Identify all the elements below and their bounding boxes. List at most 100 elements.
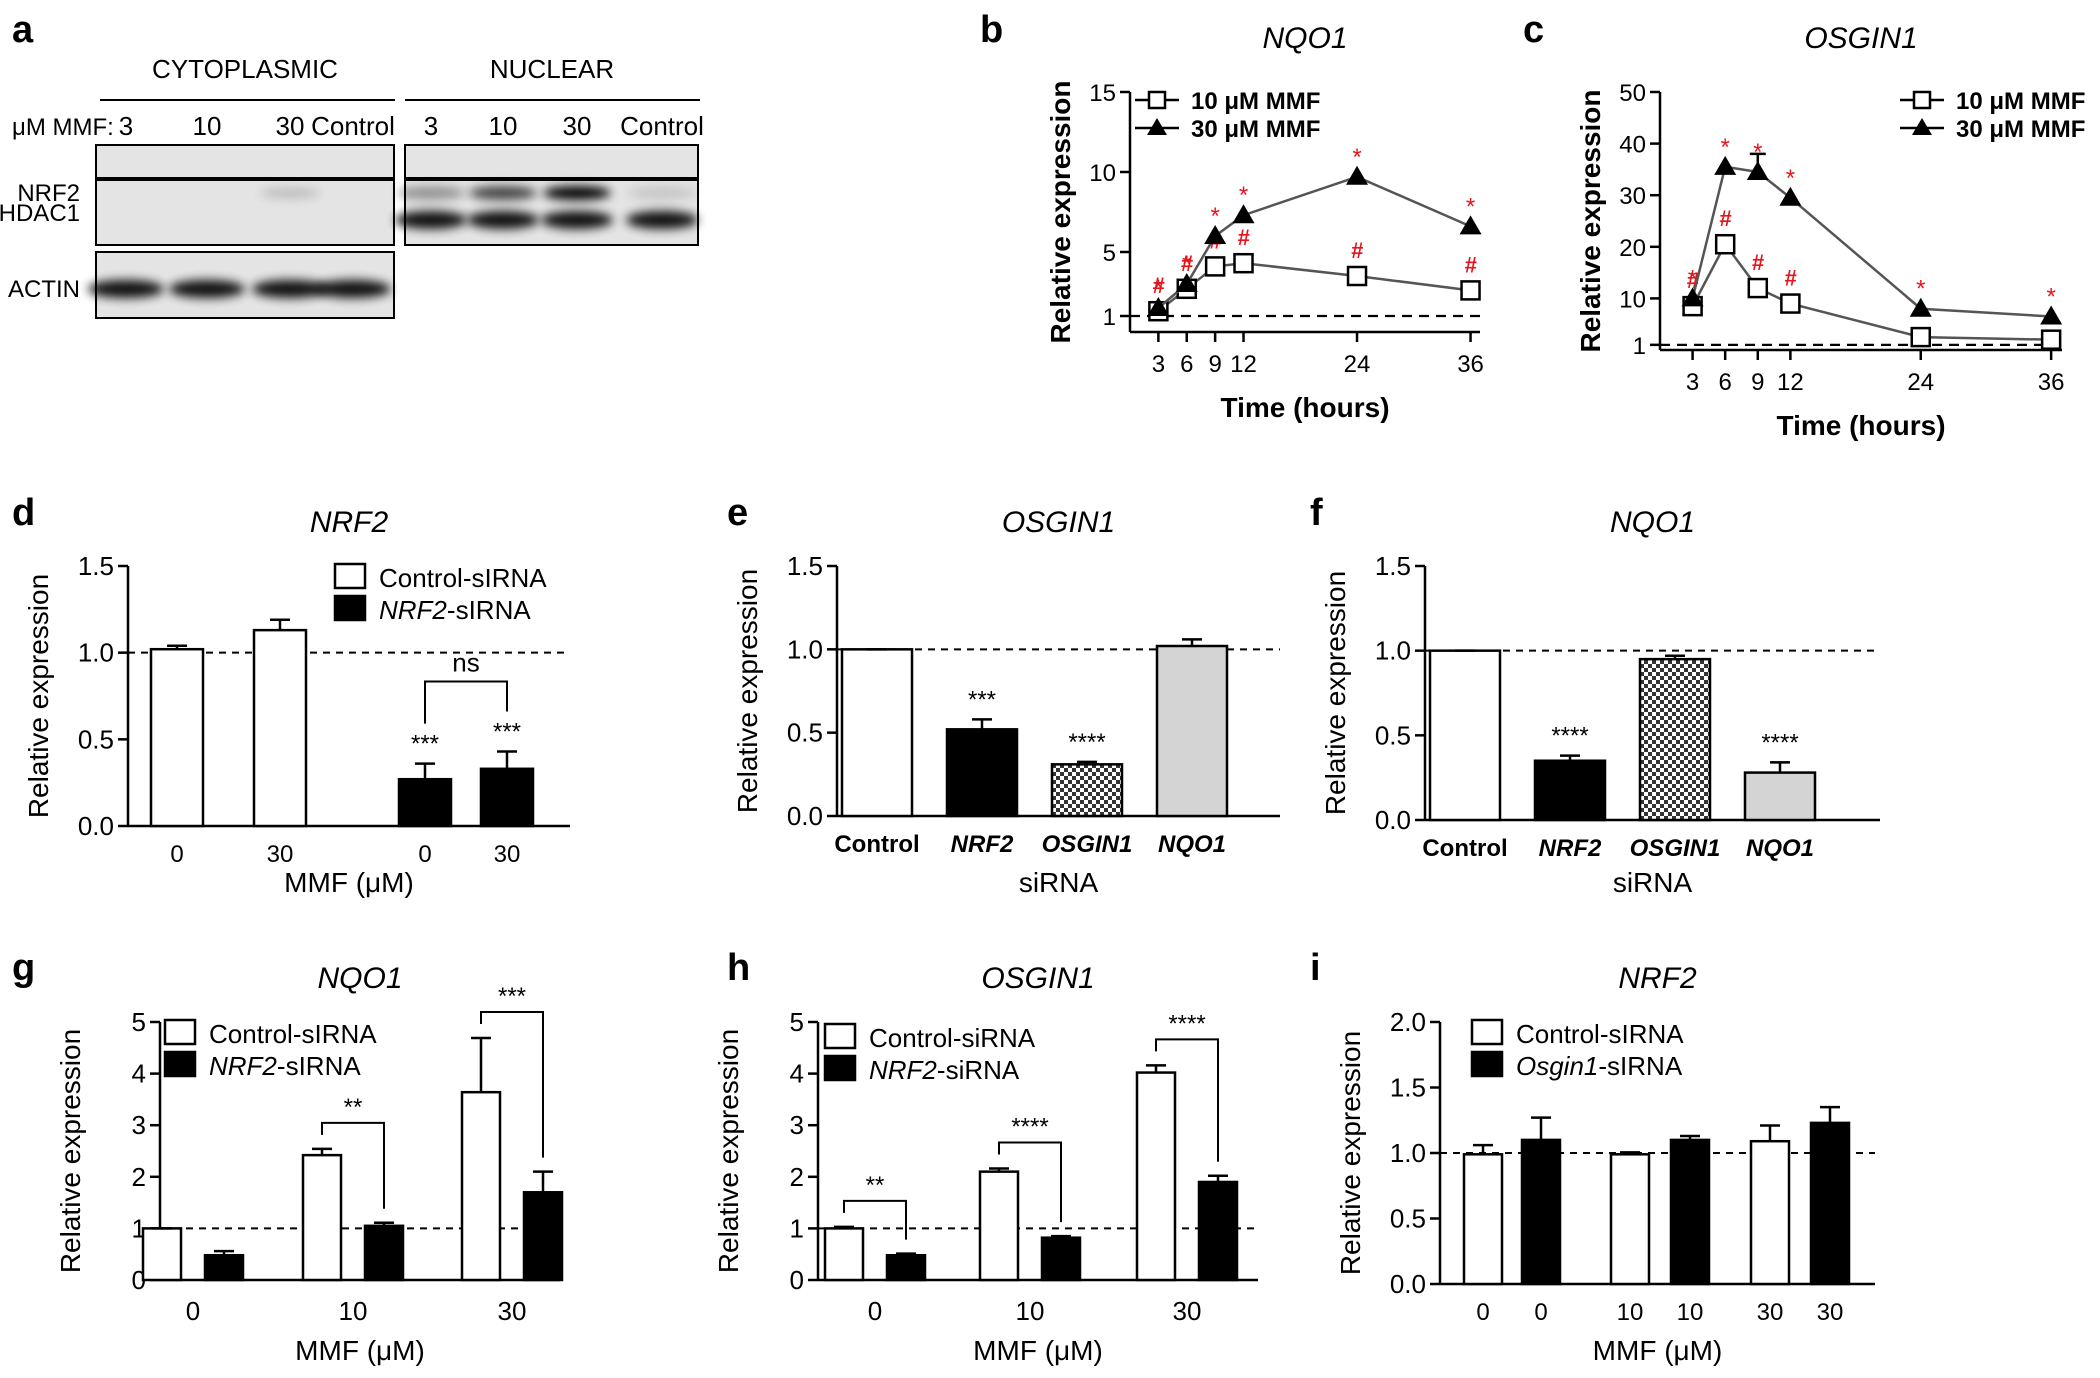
data-point-square xyxy=(1780,293,1801,314)
y-tick-label: 1.5 xyxy=(1375,551,1411,581)
legend-rest-part: -sIRNA xyxy=(1598,1051,1682,1081)
bar-0 xyxy=(1428,649,1502,822)
significance-bracket xyxy=(998,1141,1062,1223)
significance-label: **** xyxy=(1761,729,1798,756)
bar-1 xyxy=(252,628,308,828)
legend-swatch-0 xyxy=(163,1018,197,1046)
bar-2 xyxy=(1609,1153,1651,1286)
panel-label-d: d xyxy=(12,492,35,534)
data-point-triangle xyxy=(1681,287,1704,307)
chart-title: NRF2 xyxy=(1618,962,1697,995)
y-tick-label: 1.0 xyxy=(78,638,114,668)
y-tick-label: 30 xyxy=(1619,183,1646,210)
lane-label-nuc-2: 30 xyxy=(563,111,592,141)
bar-1-1 xyxy=(363,1224,405,1282)
legend-swatch-1 xyxy=(163,1050,197,1078)
x-axis-label: MMF (μM) xyxy=(973,1335,1103,1366)
significance-asterisk: * xyxy=(1786,165,1795,192)
significance-bracket xyxy=(424,680,508,724)
bar-1-0 xyxy=(885,1253,927,1282)
x-tick-label: 0 xyxy=(868,1296,882,1326)
x-tick-label: NQO1 xyxy=(1746,835,1814,862)
lane-label-cyto-1: 10 xyxy=(193,111,222,141)
band-nrf2-nuc-3 xyxy=(628,186,696,200)
panel-label-i: i xyxy=(1310,947,1321,989)
y-tick-label: 1 xyxy=(1103,304,1116,331)
significance-label: *** xyxy=(968,686,996,713)
y-axis-label: Relative expression xyxy=(1320,571,1351,815)
significance-asterisk: * xyxy=(1688,265,1697,292)
x-tick-label: 6 xyxy=(1180,351,1193,378)
legend-label: 10 μM MMF xyxy=(1956,88,2085,115)
x-tick-label: 30 xyxy=(1817,1299,1844,1326)
blot-box-cyto-nrf2 xyxy=(95,144,395,179)
x-tick-label: OSGIN1 xyxy=(1042,831,1133,858)
x-axis-label: Time (hours) xyxy=(1220,392,1389,423)
significance-label: *** xyxy=(493,718,521,745)
y-tick-label: 0.5 xyxy=(1375,720,1411,750)
significance-label: *** xyxy=(411,731,439,758)
data-point-square xyxy=(1233,252,1254,274)
legend-rest-part: -siRNA xyxy=(937,1055,1020,1085)
y-tick-label: 5 xyxy=(132,1007,146,1037)
y-tick-label: 1.0 xyxy=(1390,1138,1426,1168)
x-tick-label: 24 xyxy=(1344,351,1371,378)
x-tick-label: 30 xyxy=(498,1296,527,1326)
data-point-triangle xyxy=(1147,297,1170,316)
legend-italic-part: NRF2 xyxy=(209,1051,277,1081)
y-tick-label: 2.0 xyxy=(1390,1007,1426,1037)
series-line-1 xyxy=(1691,165,2052,318)
lane-label-cyto-2: 30 xyxy=(276,111,305,141)
blot-box-cyto-hdac1 xyxy=(95,179,395,246)
x-axis-label: MMF (μM) xyxy=(1593,1335,1723,1366)
nuclear-title: NUCLEAR xyxy=(490,54,614,84)
legend-label-0: Control-sIRNA xyxy=(379,563,547,593)
y-tick-label: 1.0 xyxy=(787,634,823,664)
y-tick-label: 1 xyxy=(790,1213,804,1243)
significance-label: **** xyxy=(1068,729,1105,756)
bar-2 xyxy=(397,777,453,828)
significance-asterisk: * xyxy=(1239,182,1248,209)
y-axis-label: Relative expression xyxy=(55,1029,86,1273)
chart-title: NQO1 xyxy=(1610,506,1695,539)
significance-label: **** xyxy=(1551,723,1588,750)
data-point-square xyxy=(1714,233,1736,255)
legend-swatch-0 xyxy=(333,562,367,590)
x-tick-label: Control xyxy=(834,831,919,858)
bar-3 xyxy=(1155,644,1229,818)
y-tick-label: 0.5 xyxy=(787,718,823,748)
lane-label-nuc-3: Control xyxy=(620,111,704,141)
bar-chart-e: e OSGIN1 0.0 0.5 1.0 1.5 siRNA Relative express… xyxy=(727,492,1280,898)
significance-bracket xyxy=(321,1121,385,1209)
significance-asterisk: * xyxy=(2046,283,2055,310)
x-tick-label: 0 xyxy=(1534,1299,1547,1326)
data-point-square xyxy=(1910,326,1932,348)
protein-label-nrf2: NRF2 xyxy=(17,180,80,207)
panel-label-g: g xyxy=(12,947,35,989)
x-tick-label: 24 xyxy=(1907,369,1934,396)
y-axis-label: Relative expression xyxy=(1335,1031,1366,1275)
x-tick-label: 10 xyxy=(1677,1299,1704,1326)
x-tick-label: 30 xyxy=(267,841,294,868)
chart-title: NQO1 xyxy=(317,962,402,995)
legend-marker-triangle xyxy=(1147,118,1167,135)
bar-0-1 xyxy=(301,1153,343,1282)
bar-1-2 xyxy=(1197,1180,1239,1282)
y-axis-label: Relative expression xyxy=(1575,89,1606,352)
legend-swatch-1 xyxy=(333,594,367,622)
y-tick-label: 1.0 xyxy=(1375,636,1411,666)
significance-hash: # xyxy=(1351,238,1364,263)
protein-label-hdac1: HDAC1 xyxy=(0,200,80,227)
significance-label: *** xyxy=(498,983,526,1010)
y-tick-label: 0.0 xyxy=(1375,805,1411,835)
legend-italic-part: Osgin1 xyxy=(1516,1051,1598,1081)
bar-1-1 xyxy=(1040,1236,1082,1282)
y-tick-label: 0.0 xyxy=(78,811,114,841)
x-axis-label: Time (hours) xyxy=(1776,410,1945,441)
data-point-square xyxy=(1204,256,1226,277)
significance-asterisk: * xyxy=(1721,134,1730,161)
x-tick-label: 9 xyxy=(1751,369,1764,396)
significance-asterisk: * xyxy=(1210,203,1219,230)
